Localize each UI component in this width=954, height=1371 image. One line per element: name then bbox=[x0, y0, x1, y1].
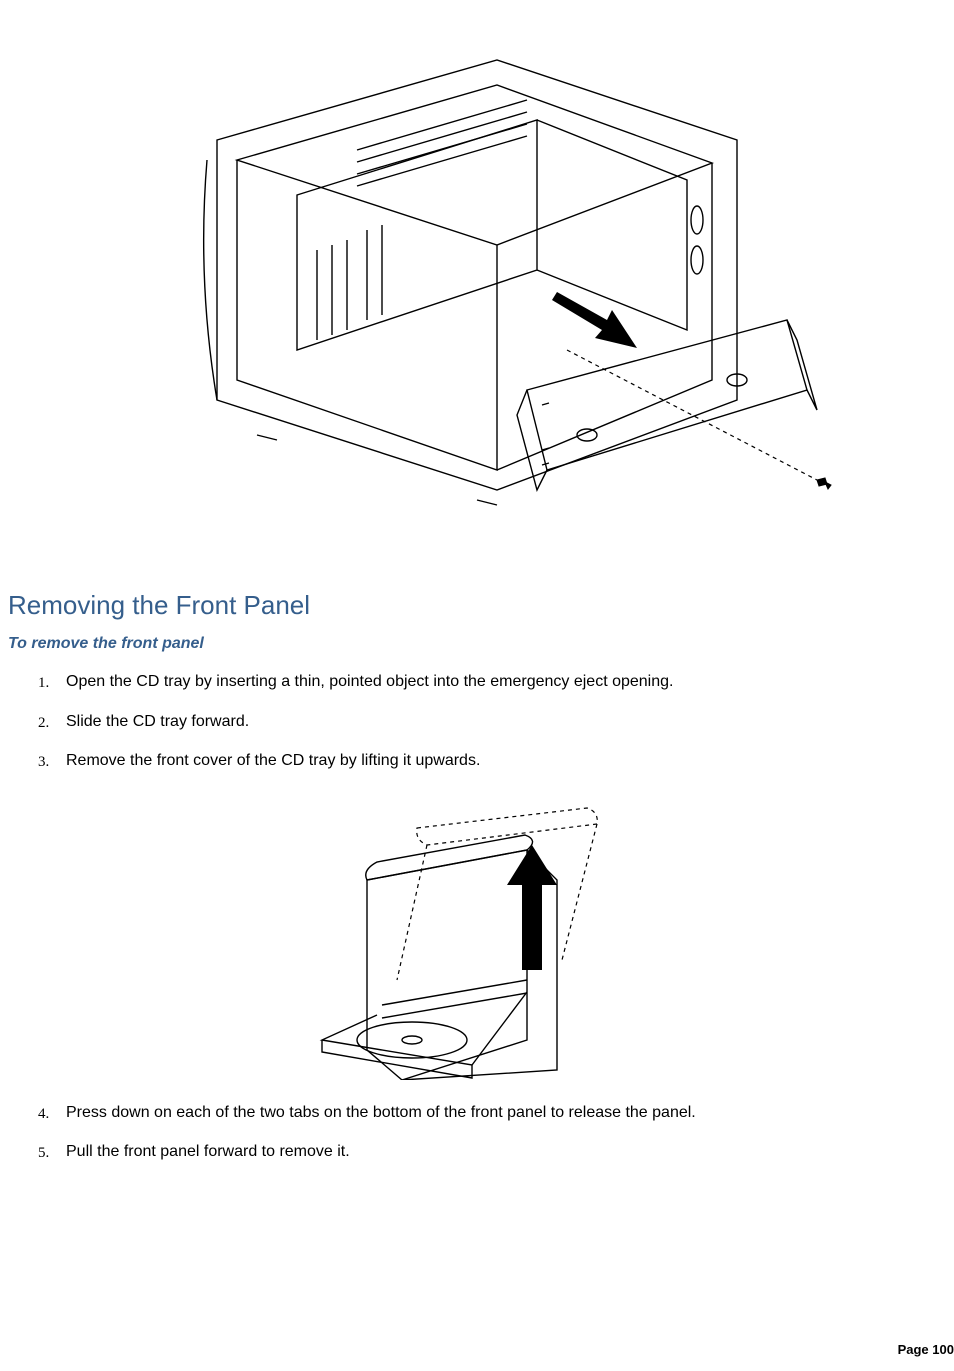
step-item: 5.Pull the front panel forward to remove… bbox=[42, 1141, 946, 1163]
step-text: Remove the front cover of the CD tray by… bbox=[66, 752, 480, 769]
step-number: 1. bbox=[38, 673, 49, 693]
page-footer-number: 100 bbox=[932, 1342, 954, 1357]
step-item: 1.Open the CD tray by inserting a thin, … bbox=[42, 671, 946, 693]
step-item: 3.Remove the front cover of the CD tray … bbox=[42, 750, 946, 772]
step-text: Slide the CD tray forward. bbox=[66, 713, 249, 730]
figure-chassis-side-panel bbox=[97, 20, 857, 560]
step-item: 2.Slide the CD tray forward. bbox=[42, 711, 946, 733]
page-footer: Page 100 bbox=[898, 1342, 954, 1357]
step-number: 4. bbox=[38, 1104, 49, 1124]
step-item: 4.Press down on each of the two tabs on … bbox=[42, 1102, 946, 1124]
step-text: Open the CD tray by inserting a thin, po… bbox=[66, 673, 673, 690]
figure-chassis-svg bbox=[97, 20, 857, 560]
step-number: 5. bbox=[38, 1143, 49, 1163]
steps-list: 1.Open the CD tray by inserting a thin, … bbox=[42, 671, 946, 772]
step-text: Press down on each of the two tabs on th… bbox=[66, 1104, 696, 1121]
section-heading: Removing the Front Panel bbox=[8, 590, 946, 621]
step-number: 3. bbox=[38, 752, 49, 772]
steps-list-contd: 4.Press down on each of the two tabs on … bbox=[42, 1102, 946, 1163]
section-subheading: To remove the front panel bbox=[8, 635, 946, 653]
figure-cd-tray-svg bbox=[267, 790, 687, 1080]
figure-cd-tray-bezel bbox=[267, 790, 687, 1080]
step-text: Pull the front panel forward to remove i… bbox=[66, 1143, 350, 1160]
page-footer-label: Page bbox=[898, 1342, 929, 1357]
step-number: 2. bbox=[38, 713, 49, 733]
